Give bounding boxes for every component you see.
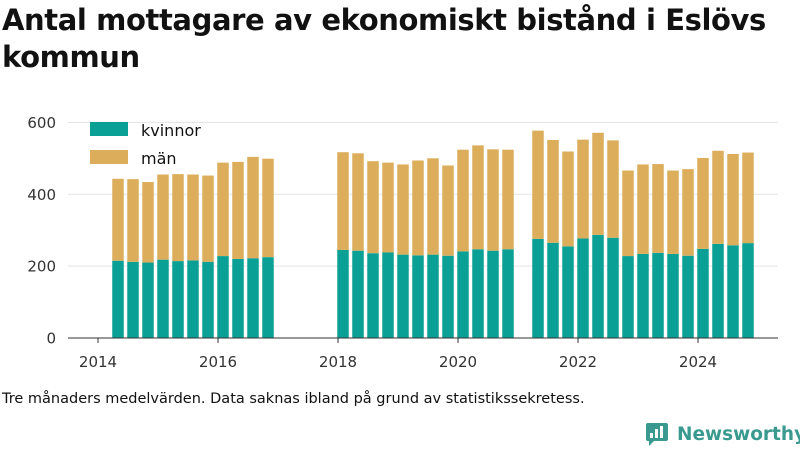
bar-kvinnor	[127, 261, 139, 338]
bar-man	[472, 145, 484, 250]
bar-man	[577, 139, 589, 239]
bar-man	[712, 150, 724, 244]
bar-man	[187, 174, 199, 261]
bar-kvinnor	[532, 238, 544, 338]
newsworthy-logo-icon	[646, 423, 668, 446]
legend: kvinnor män	[90, 121, 201, 168]
bar-kvinnor	[337, 249, 349, 338]
bar-kvinnor	[697, 248, 709, 338]
bar-man	[397, 164, 409, 255]
bar-man	[232, 161, 244, 259]
chart-caption: Tre månaders medelvärden. Data saknas ib…	[2, 391, 585, 407]
bar-kvinnor	[547, 242, 559, 338]
bar-kvinnor	[712, 243, 724, 338]
legend-label-man: män	[141, 149, 177, 168]
bar-man	[592, 132, 604, 235]
bar-kvinnor	[472, 249, 484, 338]
bar-man	[382, 162, 394, 253]
bar-kvinnor	[262, 257, 274, 338]
bar-kvinnor	[502, 249, 514, 338]
bar-kvinnor	[112, 260, 124, 338]
bar-man	[262, 158, 274, 258]
bar-kvinnor	[367, 253, 379, 338]
bar-kvinnor	[577, 238, 589, 338]
x-tick-label-2020: 2020	[439, 353, 477, 371]
bar-man	[622, 170, 634, 257]
bar-man	[607, 140, 619, 238]
bar-kvinnor	[427, 254, 439, 338]
x-tick-label-2024: 2024	[679, 353, 717, 371]
bar-man	[487, 149, 499, 251]
bar-man	[337, 152, 349, 250]
bar-man	[352, 153, 364, 251]
y-tick-label-200: 200	[27, 258, 56, 276]
bar-man	[442, 165, 454, 256]
bar-kvinnor	[457, 251, 469, 338]
bar-man	[742, 152, 754, 244]
y-tick-label-600: 600	[27, 114, 56, 132]
bar-kvinnor	[652, 252, 664, 338]
bar-kvinnor	[172, 261, 184, 338]
bar-man	[562, 151, 574, 247]
bar-kvinnor	[487, 250, 499, 338]
bar-kvinnor	[202, 261, 214, 338]
x-tick-label-2022: 2022	[559, 353, 597, 371]
bar-man	[412, 160, 424, 256]
bars	[112, 130, 754, 338]
bar-man	[202, 175, 214, 262]
y-tick-label-400: 400	[27, 186, 56, 204]
legend-swatch-man	[90, 150, 128, 164]
bar-kvinnor	[187, 260, 199, 338]
bar-man	[637, 164, 649, 254]
bar-kvinnor	[382, 252, 394, 338]
bar-kvinnor	[352, 250, 364, 338]
bar-kvinnor	[637, 253, 649, 338]
bar-man	[367, 161, 379, 254]
x-tick-label-2014: 2014	[79, 353, 117, 371]
bar-man	[547, 139, 559, 243]
axes: 0 200 400 600 2014 2016 2018 2020 2022 2024	[27, 114, 778, 371]
bar-kvinnor	[247, 258, 259, 338]
bar-kvinnor	[592, 234, 604, 338]
chart-title: Antal mottagare av ekonomiskt bistånd i …	[2, 3, 766, 74]
bar-kvinnor	[142, 262, 154, 338]
bar-man	[457, 149, 469, 252]
bar-man	[427, 158, 439, 255]
bar-kvinnor	[562, 246, 574, 338]
bar-man	[157, 174, 169, 260]
bar-kvinnor	[682, 255, 694, 338]
bar-kvinnor	[442, 255, 454, 338]
brand-logo: Newsworthy	[645, 420, 800, 448]
bar-man	[112, 178, 124, 261]
bar-kvinnor	[667, 253, 679, 338]
bar-kvinnor	[727, 245, 739, 338]
bar-kvinnor	[217, 256, 229, 338]
bar-kvinnor	[622, 256, 634, 338]
bar-man	[217, 162, 229, 257]
bar-man	[127, 179, 139, 262]
legend-swatch-kvinnor	[90, 122, 128, 136]
x-tick-label-2016: 2016	[199, 353, 237, 371]
bar-man	[697, 157, 709, 249]
bar-kvinnor	[607, 237, 619, 338]
bar-kvinnor	[742, 243, 754, 338]
bar-man	[532, 130, 544, 239]
bar-man	[142, 182, 154, 263]
legend-label-kvinnor: kvinnor	[141, 121, 201, 140]
bar-man	[682, 169, 694, 256]
bar-man	[727, 154, 739, 246]
bar-man	[652, 164, 664, 253]
brand-name: Newsworthy	[677, 423, 800, 445]
x-tick-label-2018: 2018	[319, 353, 357, 371]
bar-kvinnor	[412, 255, 424, 338]
bar-man	[502, 149, 514, 250]
y-tick-label-0: 0	[46, 330, 56, 348]
bar-kvinnor	[157, 259, 169, 338]
bar-kvinnor	[232, 258, 244, 338]
bar-man	[247, 156, 259, 259]
bar-man	[667, 170, 679, 254]
bar-kvinnor	[397, 254, 409, 338]
bar-man	[172, 174, 184, 262]
